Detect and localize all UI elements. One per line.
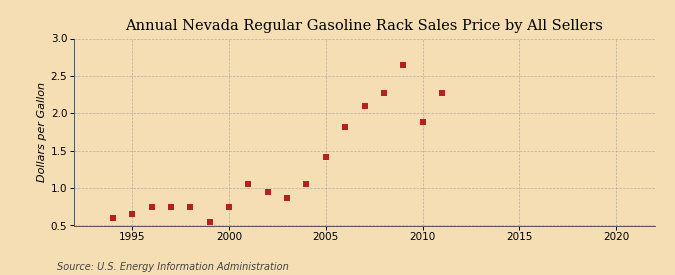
- Y-axis label: Dollars per Gallon: Dollars per Gallon: [36, 82, 47, 182]
- Point: [398, 62, 408, 67]
- Title: Annual Nevada Regular Gasoline Rack Sales Price by All Sellers: Annual Nevada Regular Gasoline Rack Sale…: [126, 19, 603, 33]
- Point: [263, 190, 273, 194]
- Point: [437, 91, 448, 95]
- Point: [243, 182, 254, 186]
- Point: [359, 104, 370, 108]
- Point: [107, 216, 118, 220]
- Point: [340, 125, 350, 129]
- Point: [205, 219, 215, 224]
- Point: [321, 155, 331, 159]
- Point: [417, 120, 428, 125]
- Point: [281, 196, 292, 200]
- Point: [185, 205, 196, 209]
- Point: [165, 205, 176, 209]
- Point: [127, 212, 138, 216]
- Point: [301, 182, 312, 186]
- Point: [223, 205, 234, 209]
- Text: Source: U.S. Energy Information Administration: Source: U.S. Energy Information Administ…: [57, 262, 289, 272]
- Point: [379, 91, 389, 95]
- Point: [146, 205, 157, 209]
